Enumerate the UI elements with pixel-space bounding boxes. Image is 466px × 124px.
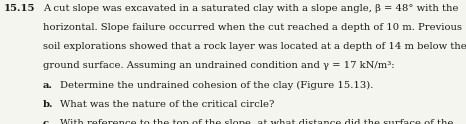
Text: Determine the undrained cohesion of the clay (Figure 15.13).: Determine the undrained cohesion of the … [60,81,373,90]
Text: c.: c. [43,119,52,124]
Text: What was the nature of the critical circle?: What was the nature of the critical circ… [60,100,274,109]
Text: 15.15: 15.15 [4,4,35,13]
Text: horizontal. Slope failure occurred when the cut reached a depth of 10 m. Previou: horizontal. Slope failure occurred when … [43,23,462,32]
Text: a.: a. [43,81,53,90]
Text: A cut slope was excavated in a saturated clay with a slope angle, β = 48° with t: A cut slope was excavated in a saturated… [43,4,459,13]
Text: b.: b. [43,100,54,109]
Text: ground surface. Assuming an undrained condition and γ = 17 kN/m³:: ground surface. Assuming an undrained co… [43,61,395,70]
Text: soil explorations showed that a rock layer was located at a depth of 14 m below : soil explorations showed that a rock lay… [43,42,466,51]
Text: With reference to the top of the slope, at what distance did the surface of the: With reference to the top of the slope, … [60,119,453,124]
